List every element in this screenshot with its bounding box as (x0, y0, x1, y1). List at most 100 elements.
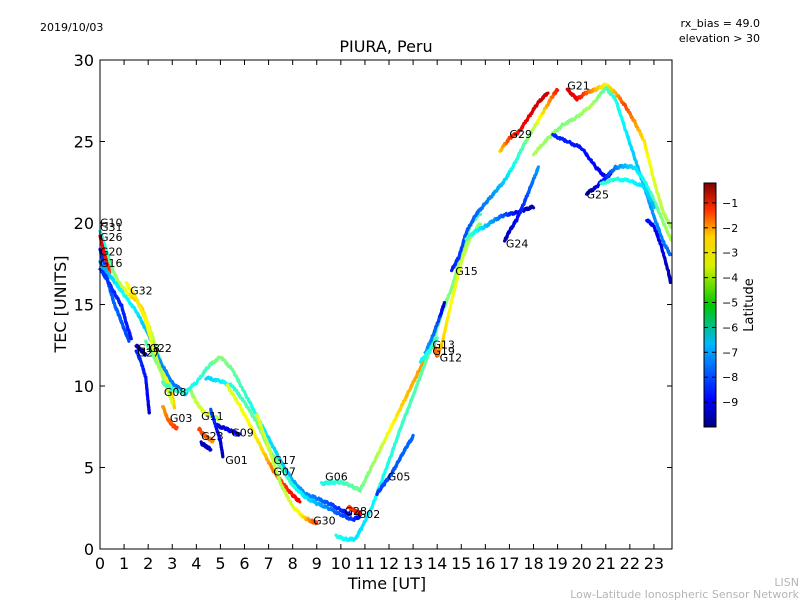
series-segment (160, 364, 166, 370)
series-segment (128, 301, 134, 307)
series-segment (633, 157, 638, 164)
series-layer (98, 82, 673, 543)
series-segment (108, 289, 113, 295)
series-g15 (450, 87, 560, 273)
series-segment (230, 384, 237, 390)
x-tick-label: 19 (547, 554, 567, 573)
series-segment (636, 170, 642, 176)
series-segment (667, 234, 673, 242)
prn-label: G11 (201, 410, 224, 423)
series-segment (209, 411, 214, 417)
series-segment (589, 101, 596, 107)
x-tick-label: 15 (451, 554, 471, 573)
series-segment (530, 204, 536, 210)
series-segment (210, 438, 215, 444)
series-segment (517, 149, 523, 156)
series-g05 (375, 433, 415, 496)
prn-label: G07 (273, 466, 296, 479)
series-segment (228, 388, 234, 394)
series-segment (286, 488, 292, 493)
series-segment (147, 333, 153, 339)
series-segment (266, 447, 273, 455)
y-tick-label: 0 (84, 540, 94, 559)
x-tick-label: 10 (331, 554, 351, 573)
y-tick-label: 25 (74, 133, 94, 152)
series-segment (442, 300, 447, 308)
series-segment (652, 214, 658, 223)
series-segment (283, 466, 289, 472)
series-segment (295, 488, 301, 493)
colorbar-tick-label: −5 (722, 297, 738, 310)
series-segment (634, 123, 640, 130)
series-g21b (531, 86, 673, 257)
series-segment (238, 396, 245, 401)
series-segment (143, 352, 148, 357)
series-segment (169, 397, 174, 405)
series-segment (459, 248, 465, 258)
prn-label: G10 (100, 216, 123, 229)
series-segment (260, 430, 267, 438)
x-tick-label: 14 (427, 554, 447, 573)
prn-label: G26 (100, 231, 123, 244)
series-segment (152, 340, 157, 347)
series-segment (538, 113, 544, 119)
series-segment (516, 213, 521, 219)
series-segment (183, 391, 189, 397)
series-g25b (584, 163, 673, 242)
series-segment (265, 457, 271, 464)
prn-label: G29 (509, 128, 532, 141)
series-segment (166, 374, 172, 381)
series-g20 (98, 260, 186, 394)
prn-label: G12 (440, 352, 463, 365)
x-tick-label: 23 (644, 554, 664, 573)
x-tick-label: 9 (312, 554, 322, 573)
series-segment (587, 157, 593, 162)
series-segment (369, 463, 375, 469)
series-g08 (161, 355, 353, 517)
x-tick-label: 2 (143, 554, 153, 573)
y-tick-label: 10 (74, 377, 94, 396)
series-segment (165, 379, 170, 385)
colorbar-tick-label: −2 (722, 222, 738, 235)
series-segment (424, 354, 430, 363)
series-segment (391, 443, 397, 452)
series-segment (256, 425, 263, 432)
x-tick-label: 20 (572, 554, 592, 573)
x-tick-label: 17 (499, 554, 519, 573)
series-segment (134, 310, 140, 316)
series-segment (370, 500, 376, 509)
series-g09 (214, 422, 242, 437)
series-segment (230, 368, 237, 375)
series-segment (429, 344, 434, 349)
series-segment (364, 472, 370, 479)
series-segment (649, 206, 654, 213)
x-tick-label: 13 (403, 554, 423, 573)
footer-network: Low-Latitude Ionospheric Sensor Network (570, 588, 799, 600)
series-segment (450, 281, 455, 290)
series-segment (283, 472, 289, 477)
series-segment (360, 483, 365, 488)
series-segment (466, 239, 471, 246)
series-segment (454, 273, 460, 284)
chart-title: PIURA, Peru (339, 37, 432, 56)
series-segment (390, 421, 396, 426)
series-segment (445, 314, 451, 324)
series-segment (625, 107, 630, 112)
prn-label: G31 (100, 221, 123, 234)
prn-label: G18 (137, 342, 160, 355)
colorbar-tick-label: −9 (722, 396, 738, 409)
series-segment (445, 294, 451, 302)
series-segment (139, 360, 144, 366)
series-segment (357, 510, 362, 516)
x-tick-label: 4 (191, 554, 201, 573)
series-segment (555, 87, 560, 92)
y-axis-label: TEC [UNITS] (51, 256, 70, 354)
x-tick-label: 18 (523, 554, 543, 573)
series-segment (360, 521, 366, 528)
series-segment (657, 210, 662, 217)
series-segment (531, 105, 537, 112)
plot-background (100, 60, 672, 549)
x-tick-label: 3 (167, 554, 177, 573)
series-segment (400, 400, 406, 407)
series-segment (544, 91, 550, 96)
